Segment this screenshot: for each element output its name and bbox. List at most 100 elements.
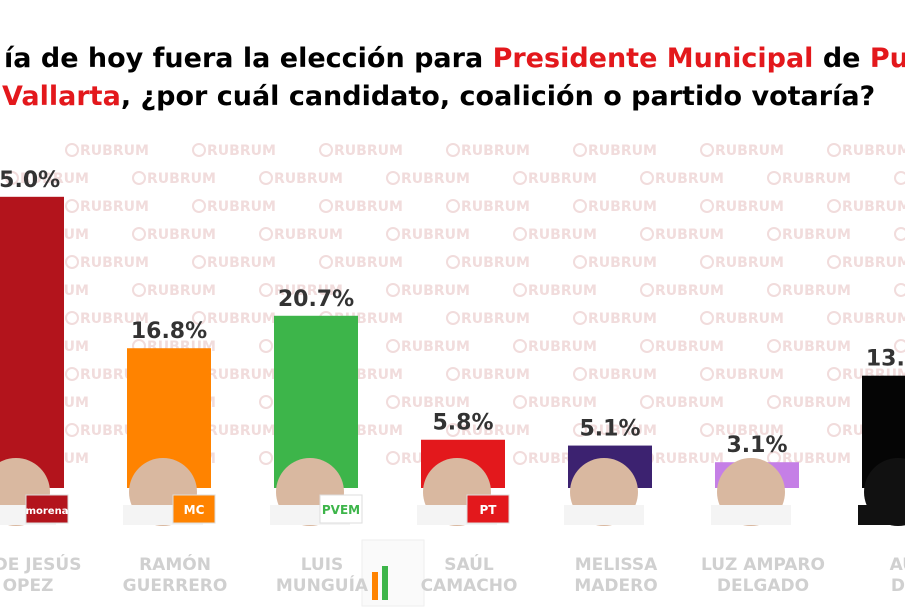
watermark: RUBRUM	[528, 339, 597, 355]
watermark-dot	[386, 227, 400, 241]
watermark: RUBRUM	[588, 143, 657, 159]
watermark: RUBRUM	[655, 395, 724, 411]
watermark-dot	[700, 199, 714, 213]
watermark-dot	[767, 227, 781, 241]
watermark-dot	[640, 171, 654, 185]
party-logo	[172, 494, 216, 524]
watermark: RUBRUM	[655, 171, 724, 187]
candidate-name: CAMACHO	[421, 576, 518, 596]
watermark-dot	[65, 255, 79, 269]
title-text: ía de hoy fuera la elección para	[4, 43, 493, 74]
watermark: RUBRUM	[80, 255, 149, 271]
watermark-dot	[5, 171, 19, 185]
watermark: RUBRUM	[715, 143, 784, 159]
watermark: RUBRUM	[655, 451, 724, 467]
candidate-name: OPEZ	[3, 576, 54, 596]
watermark: RUBRUM	[782, 339, 851, 355]
watermark: RUBRUM	[461, 367, 530, 383]
value-label: 20.7%	[278, 287, 354, 312]
watermark: RUBRUM	[842, 311, 905, 327]
watermark: RUBRUM	[782, 451, 851, 467]
candidate-name: DEC	[891, 576, 905, 596]
watermark-dot	[640, 395, 654, 409]
watermark-dot	[319, 143, 333, 157]
value-label: 35.0%	[0, 168, 60, 193]
watermark: RUBRUM	[715, 199, 784, 215]
watermark-dot	[446, 367, 460, 381]
watermark-dot	[573, 367, 587, 381]
candidate-body	[858, 505, 905, 525]
watermark: RUBRUM	[461, 255, 530, 271]
watermark: RUBRUM	[655, 339, 724, 355]
watermark-dot	[700, 143, 714, 157]
title-line-2: Vallarta, ¿por cuál candidato, coalición…	[2, 81, 875, 112]
candidate-body	[711, 505, 791, 525]
watermark-dot	[65, 311, 79, 325]
watermark: RUBRUM	[401, 227, 470, 243]
title-highlight: Pu	[870, 43, 905, 74]
watermark: RUBRUM	[274, 227, 343, 243]
watermark-dot	[259, 451, 273, 465]
watermark-dot	[65, 143, 79, 157]
watermark-dot	[259, 395, 273, 409]
watermark-dot	[386, 339, 400, 353]
watermark-dot	[132, 171, 146, 185]
watermark-dot	[386, 395, 400, 409]
watermark: RUBRUM	[842, 199, 905, 215]
watermark-dot	[827, 143, 841, 157]
watermark-dot	[386, 283, 400, 297]
watermark-dot	[132, 283, 146, 297]
watermark-dot	[894, 339, 905, 353]
watermark-dot	[513, 171, 527, 185]
watermark-dot	[192, 255, 206, 269]
watermark-dot	[700, 423, 714, 437]
watermark-dot	[446, 255, 460, 269]
watermark-dot	[513, 395, 527, 409]
watermark-dot	[767, 283, 781, 297]
candidate-name: LUIS	[301, 555, 344, 575]
watermark: RUBRUM	[207, 367, 276, 383]
watermark-dot	[767, 171, 781, 185]
watermark-dot	[513, 283, 527, 297]
value-label: 13.5%	[866, 347, 905, 372]
candidate-name: GUERRERO	[123, 576, 228, 596]
watermark: RUBRUM	[782, 395, 851, 411]
watermark-dot	[640, 339, 654, 353]
watermark: RUBRUM	[528, 395, 597, 411]
title-highlight: Presidente Municipal	[493, 43, 814, 74]
watermark-dot	[700, 367, 714, 381]
watermark-dot	[65, 199, 79, 213]
watermark-dot	[767, 339, 781, 353]
watermark: RUBRUM	[588, 423, 657, 439]
candidate-name: MELISSA	[575, 555, 658, 575]
title-text: , ¿por cuál candidato, coalición o parti…	[121, 81, 875, 112]
watermark-dot	[446, 199, 460, 213]
candidate-name: MUNGUÍA	[276, 574, 369, 596]
watermark-dot	[640, 227, 654, 241]
party-name: MC	[184, 503, 205, 517]
watermark: RUBRUM	[401, 171, 470, 187]
watermark-dot	[132, 227, 146, 241]
value-label: 5.8%	[432, 411, 493, 436]
party-logo	[25, 494, 69, 524]
title-text: de	[813, 43, 869, 74]
party-logo	[466, 494, 510, 524]
candidate-name: LUZ AMPARO	[701, 555, 825, 575]
watermark: RUBRUM	[147, 283, 216, 299]
candidate-name: MADERO	[574, 576, 657, 596]
watermark: RUBRUM	[588, 255, 657, 271]
watermark-dot	[65, 423, 79, 437]
watermark: RUBRUM	[274, 283, 343, 299]
watermark: RUBRUM	[461, 199, 530, 215]
watermark: RUBRUM	[528, 171, 597, 187]
watermark: RUBRUM	[334, 255, 403, 271]
candidate-name: A DE JESÚS	[0, 553, 81, 575]
watermark-dot	[573, 199, 587, 213]
watermark-dot	[700, 255, 714, 269]
watermark-dot	[573, 311, 587, 325]
watermark-dot	[894, 171, 905, 185]
watermark-dot	[573, 255, 587, 269]
watermark: RUBRUM	[715, 255, 784, 271]
watermark-dot	[259, 339, 273, 353]
watermark: RUBRUM	[782, 283, 851, 299]
